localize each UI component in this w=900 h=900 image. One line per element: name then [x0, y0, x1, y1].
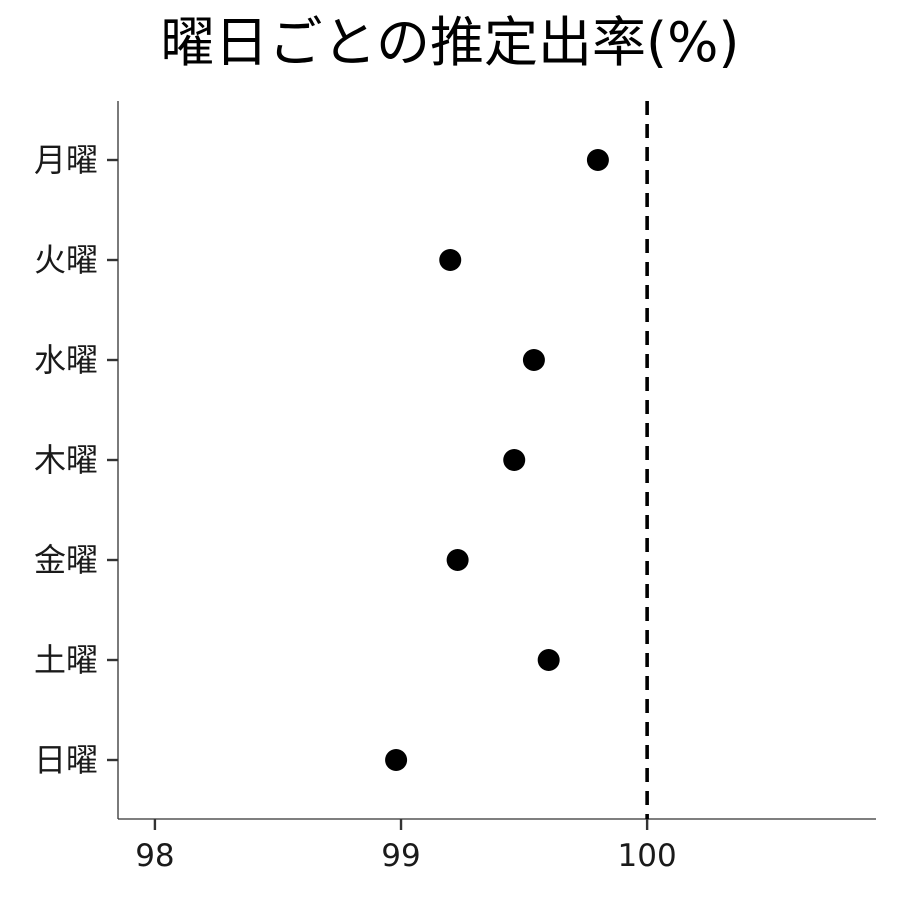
- y-tick-label: 日曜: [34, 741, 98, 779]
- data-point: [522, 349, 545, 371]
- data-point: [446, 549, 469, 571]
- x-tick-label: 98: [135, 838, 174, 874]
- y-tick-label: 火曜: [34, 241, 98, 279]
- x-tick-label: 100: [618, 838, 677, 874]
- chart-title: 曜日ごとの推定出率(%): [160, 11, 740, 74]
- y-tick-label: 水曜: [34, 341, 98, 379]
- y-tick-label: 金曜: [34, 541, 98, 579]
- y-tick-label: 木曜: [34, 441, 98, 479]
- data-point: [586, 149, 609, 171]
- x-tick-label: 99: [381, 838, 420, 874]
- data-point: [439, 249, 462, 271]
- data-point: [385, 749, 408, 771]
- y-tick-label: 土曜: [34, 641, 98, 679]
- data-point: [503, 449, 526, 471]
- data-point: [537, 649, 560, 671]
- y-tick-label: 月曜: [34, 141, 98, 179]
